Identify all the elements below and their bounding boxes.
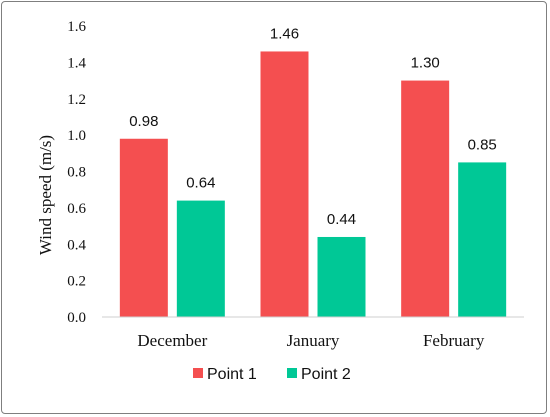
bar-point-2-january (317, 236, 366, 317)
bar-point-2-february (458, 162, 507, 317)
category-label: December (137, 331, 207, 350)
y-tick-label: 1.6 (67, 19, 86, 35)
legend-label: Point 1 (207, 366, 257, 383)
y-axis-label: Wind speed (m/s) (36, 135, 55, 255)
y-tick-label: 0.0 (67, 310, 86, 326)
bar-point-1-february (401, 80, 450, 317)
bar-point-1-january (260, 51, 309, 318)
y-tick-label: 0.2 (67, 274, 86, 290)
legend-swatch (193, 368, 203, 378)
legend: Point 1 Point 2 (193, 366, 351, 383)
y-tick-label: 1.2 (67, 92, 86, 108)
y-tick-label: 1.0 (67, 128, 86, 144)
bars (119, 51, 507, 318)
data-label: 1.30 (411, 55, 440, 72)
data-label: 1.46 (270, 25, 299, 42)
y-tick-label: 0.8 (67, 165, 86, 181)
bar-point-2-december (176, 200, 225, 317)
y-tick-label: 0.6 (67, 201, 86, 217)
category-label: February (423, 331, 485, 350)
bar-point-1-december (119, 138, 168, 317)
y-tick-label: 1.4 (67, 55, 86, 71)
category-label: January (287, 331, 340, 350)
data-labels: 0.98 0.64 1.46 0.44 1.30 0.85 (129, 25, 497, 228)
y-tick-labels: 0.0 0.2 0.4 0.6 0.8 1.0 1.2 1.4 1.6 (67, 19, 86, 326)
y-tick-label: 0.4 (67, 237, 86, 253)
data-label: 0.85 (468, 136, 497, 153)
y-axis-title-group: Wind speed (m/s) (36, 135, 55, 255)
data-label: 0.44 (327, 211, 356, 228)
legend-label: Point 2 (301, 366, 351, 383)
category-labels: December January February (137, 331, 484, 350)
data-label: 0.98 (129, 113, 158, 130)
legend-swatch (287, 368, 297, 378)
data-label: 0.64 (186, 175, 215, 192)
